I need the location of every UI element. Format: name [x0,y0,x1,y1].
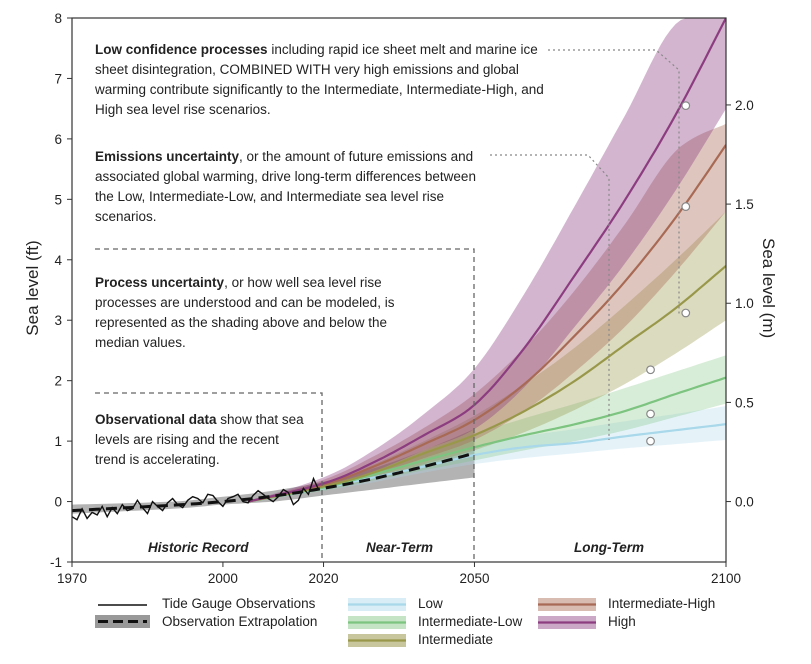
annotation-low-confidence: Low confidence processes including rapid… [95,40,545,120]
series-line-1 [247,376,726,503]
y-axis-right-label: Sea level (m) [759,238,778,339]
y-left-tick-label-6: 5 [54,192,62,207]
y-left-tick-label-5: 4 [54,253,62,268]
marker-2 [646,365,655,375]
y-left-tick-label-7: 6 [54,132,62,147]
y-left-tick-label-2: 1 [54,434,62,449]
band-4 [248,18,726,502]
markers-layer [646,101,691,446]
y-left-tick-label-8: 7 [54,71,62,86]
annotation-process-bold: Process uncertainty [95,275,225,290]
axes: -1 0 1 2 3 4 5 6 7 8 0.0 0.5 1.0 1.5 2.0 1970 2000 2020 20… [50,11,754,586]
legend-extrapolation: Observation Extrapolation [162,614,318,629]
annotation-low-confidence-bold: Low confidence processes [95,42,268,57]
annotation-observational: Observational data show that sea levels … [95,410,310,470]
y-axis-left-label: Sea level (ft) [23,240,42,336]
x-tick-label-4: 2100 [711,571,741,586]
marker-1 [646,409,655,419]
x-tick-label-0: 1970 [57,571,87,586]
legend-high: High [608,614,636,629]
observations-layer [71,451,475,521]
annotation-observational-text: show that sea levels are rising and the … [95,412,304,467]
legend-tide-gauge: Tide Gauge Observations [162,596,316,611]
annotation-observational-bold: Observational data [95,412,217,427]
plot-frame [71,17,727,563]
legend-swatch-group-mid [348,598,406,647]
annotation-process: Process uncertainty, or how well sea lev… [95,273,425,353]
guide-process [95,248,475,562]
annotation-emissions: Emissions uncertainty, or the amount of … [95,147,490,227]
x-tick-label-2: 2020 [309,571,339,586]
period-label-long-term: Long-Term [574,540,644,555]
band-1 [248,355,726,502]
y-right-tick-label-2: 1.0 [735,296,754,311]
marker-0 [646,436,655,446]
marker-5 [681,101,691,111]
legend-low: Low [418,596,443,611]
annotation-emissions-text: , or the amount of future emissions and … [95,149,476,224]
marker-3 [681,308,691,318]
y-left-tick-label-3: 2 [54,374,62,389]
y-left-tick-label-4: 3 [54,313,62,328]
annotation-guides [95,49,680,562]
annotation-low-confidence-text: including rapid ice sheet melt and marin… [95,42,544,117]
marker-4 [681,202,691,211]
y-right-tick-label-1: 0.5 [735,395,754,410]
x-tick-label-1: 2000 [208,571,238,586]
period-label-historic: Historic Record [148,540,249,555]
extrapolation-line [71,451,475,513]
series-line-3 [247,144,726,503]
y-left-tick-label-0: -1 [50,555,62,570]
y-right-tick-label-3: 1.5 [735,197,754,212]
series-line-2 [247,264,726,503]
annotation-process-text: , or how well sea level rise processes a… [95,275,395,350]
band-3 [248,123,726,502]
series-lines [247,18,726,503]
y-left-tick-label-9: 8 [54,11,62,26]
legend-intermediate: Intermediate [418,632,494,647]
y-right-tick-label-0: 0.0 [735,495,754,510]
legend-intermediate-low: Intermediate-Low [418,614,523,629]
series-line-4 [247,18,726,503]
guide-observational [95,392,323,562]
y-right-tick-label-4: 2.0 [735,98,754,113]
annotation-emissions-bold: Emissions uncertainty [95,149,240,164]
period-label-near-term: Near-Term [366,540,434,555]
leader-emissions [490,154,610,440]
legend-swatch-group-high [538,598,596,629]
leader-low-confidence [548,49,680,315]
legend-swatch-group-obs [95,604,150,628]
y-left-tick-label-1: 0 [54,495,62,510]
legend-intermediate-high: Intermediate-High [608,596,716,611]
x-tick-label-3: 2050 [459,571,489,586]
